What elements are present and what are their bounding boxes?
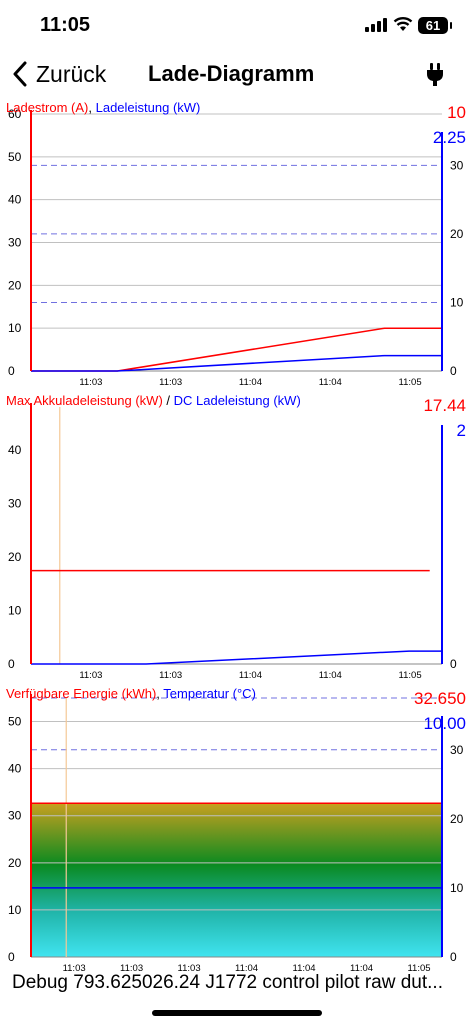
right-current-value: 10.00 bbox=[423, 714, 466, 733]
left-tick-label: 40 bbox=[8, 443, 22, 457]
x-tick-label: 11:05 bbox=[399, 377, 422, 386]
chart-svg: 40 30 20 10 0 0 11:03 11:03 11:04 11:04 11:05 Max A… bbox=[6, 393, 466, 679]
right-tick-label: 30 bbox=[450, 743, 464, 757]
x-tick-label: 11:03 bbox=[120, 963, 143, 972]
left-tick-label: 50 bbox=[8, 150, 22, 164]
left-series-label: Ladestrom (A) bbox=[6, 100, 88, 115]
left-tick-label: 20 bbox=[8, 550, 22, 564]
left-tick-label: 0 bbox=[8, 657, 15, 671]
x-tick-label: 11:03 bbox=[159, 377, 182, 386]
left-series-label: Max Akkuladeleistung (kW) bbox=[6, 393, 163, 408]
energy-area bbox=[31, 803, 442, 957]
x-tick-label: 11:04 bbox=[350, 963, 373, 972]
label-separator: / bbox=[163, 393, 174, 408]
left-current-value: 32.650 bbox=[414, 689, 466, 708]
right-series-label: Ladeleistung (kW) bbox=[96, 100, 201, 115]
right-series-line bbox=[31, 650, 442, 665]
left-tick-label: 20 bbox=[8, 278, 22, 292]
left-current-value: 10 bbox=[447, 103, 466, 122]
right-tick-label: 0 bbox=[450, 364, 457, 378]
left-tick-label: 30 bbox=[8, 496, 22, 510]
navigation-bar: Zurück Lade-Diagramm bbox=[0, 52, 473, 96]
chart-legend: Max Akkuladeleistung (kW) / DC Ladeleist… bbox=[6, 393, 301, 408]
right-current-value: 2.25 bbox=[433, 128, 466, 147]
home-indicator[interactable] bbox=[152, 1010, 322, 1016]
status-time: 11:05 bbox=[40, 14, 91, 36]
plug-icon[interactable] bbox=[425, 62, 445, 88]
left-tick-label: 0 bbox=[8, 950, 15, 964]
x-tick-label: 11:04 bbox=[319, 377, 342, 386]
chevron-left-icon bbox=[13, 61, 27, 87]
back-button[interactable]: Zurück bbox=[12, 58, 106, 90]
right-tick-label: 10 bbox=[450, 295, 464, 309]
left-tick-label: 60 bbox=[8, 107, 22, 121]
battery-icon: 61 bbox=[418, 17, 452, 34]
x-tick-label: 11:03 bbox=[159, 670, 182, 679]
chart-svg: 60 50 40 30 20 10 0 30 20 10 0 11:03 11:03 11:04 11:04… bbox=[6, 100, 466, 386]
left-tick-label: 40 bbox=[8, 193, 22, 207]
right-series-label: Temperatur (°C) bbox=[163, 686, 256, 701]
left-tick-label: 10 bbox=[8, 603, 22, 617]
x-tick-label: 11:04 bbox=[319, 670, 342, 679]
x-tick-label: 11:04 bbox=[239, 670, 262, 679]
x-tick-label: 11:05 bbox=[399, 670, 422, 679]
x-tick-label: 11:04 bbox=[239, 377, 262, 386]
right-tick-label: 30 bbox=[450, 158, 464, 172]
left-tick-label: 30 bbox=[8, 809, 22, 823]
cellular-signal-icon bbox=[365, 18, 387, 32]
charging-power-chart: 40 30 20 10 0 0 11:03 11:03 11:04 11:04 11:05 Max A… bbox=[0, 393, 473, 679]
chart-legend: Verfügbare Energie (kWh), Temperatur (°C… bbox=[6, 686, 256, 701]
x-tick-label: 11:03 bbox=[178, 963, 201, 972]
left-tick-label: 30 bbox=[8, 236, 22, 250]
x-tick-label: 11:04 bbox=[293, 963, 316, 972]
left-tick-label: 40 bbox=[8, 762, 22, 776]
debug-text: Debug 793.625026.24 J1772 control pilot … bbox=[12, 972, 443, 993]
left-tick-label: 20 bbox=[8, 856, 22, 870]
left-tick-label: 0 bbox=[8, 364, 15, 378]
charging-current-chart: 60 50 40 30 20 10 0 30 20 10 0 11:03 11:03 11:04 11:04… bbox=[0, 100, 473, 386]
right-current-value: 2 bbox=[457, 421, 466, 440]
right-series-line bbox=[31, 354, 442, 372]
right-series-label: DC Ladeleistung (kW) bbox=[174, 393, 301, 408]
right-tick-label: 10 bbox=[450, 881, 464, 895]
right-tick-label: 0 bbox=[450, 657, 457, 671]
x-tick-label: 11:03 bbox=[63, 963, 86, 972]
status-bar: 11:05 61 bbox=[0, 0, 473, 48]
left-current-value: 17.44 bbox=[423, 396, 466, 415]
x-tick-label: 11:03 bbox=[79, 377, 102, 386]
left-tick-label: 50 bbox=[8, 715, 22, 729]
page-title: Lade-Diagramm bbox=[148, 61, 315, 86]
right-tick-label: 0 bbox=[450, 950, 457, 964]
left-tick-label: 10 bbox=[8, 321, 22, 335]
chart-svg: 50 40 30 20 10 0 30 20 10 0 11:03 11:03 11:03 11:04 11… bbox=[6, 686, 466, 972]
x-tick-label: 11:05 bbox=[407, 963, 430, 972]
x-tick-label: 11:04 bbox=[235, 963, 258, 972]
left-series-label: Verfügbare Energie (kWh) bbox=[6, 686, 156, 701]
wifi-icon bbox=[393, 17, 413, 31]
right-tick-label: 20 bbox=[450, 812, 464, 826]
label-separator: , bbox=[156, 686, 163, 701]
label-separator: , bbox=[88, 100, 95, 115]
right-tick-label: 20 bbox=[450, 227, 464, 241]
energy-temperature-chart: 50 40 30 20 10 0 30 20 10 0 11:03 11:03 11:03 11:04 11… bbox=[0, 686, 473, 972]
back-label: Zurück bbox=[36, 60, 107, 87]
left-tick-label: 10 bbox=[8, 903, 22, 917]
chart-legend: Ladestrom (A), Ladeleistung (kW) bbox=[6, 100, 200, 115]
x-tick-label: 11:03 bbox=[79, 670, 102, 679]
